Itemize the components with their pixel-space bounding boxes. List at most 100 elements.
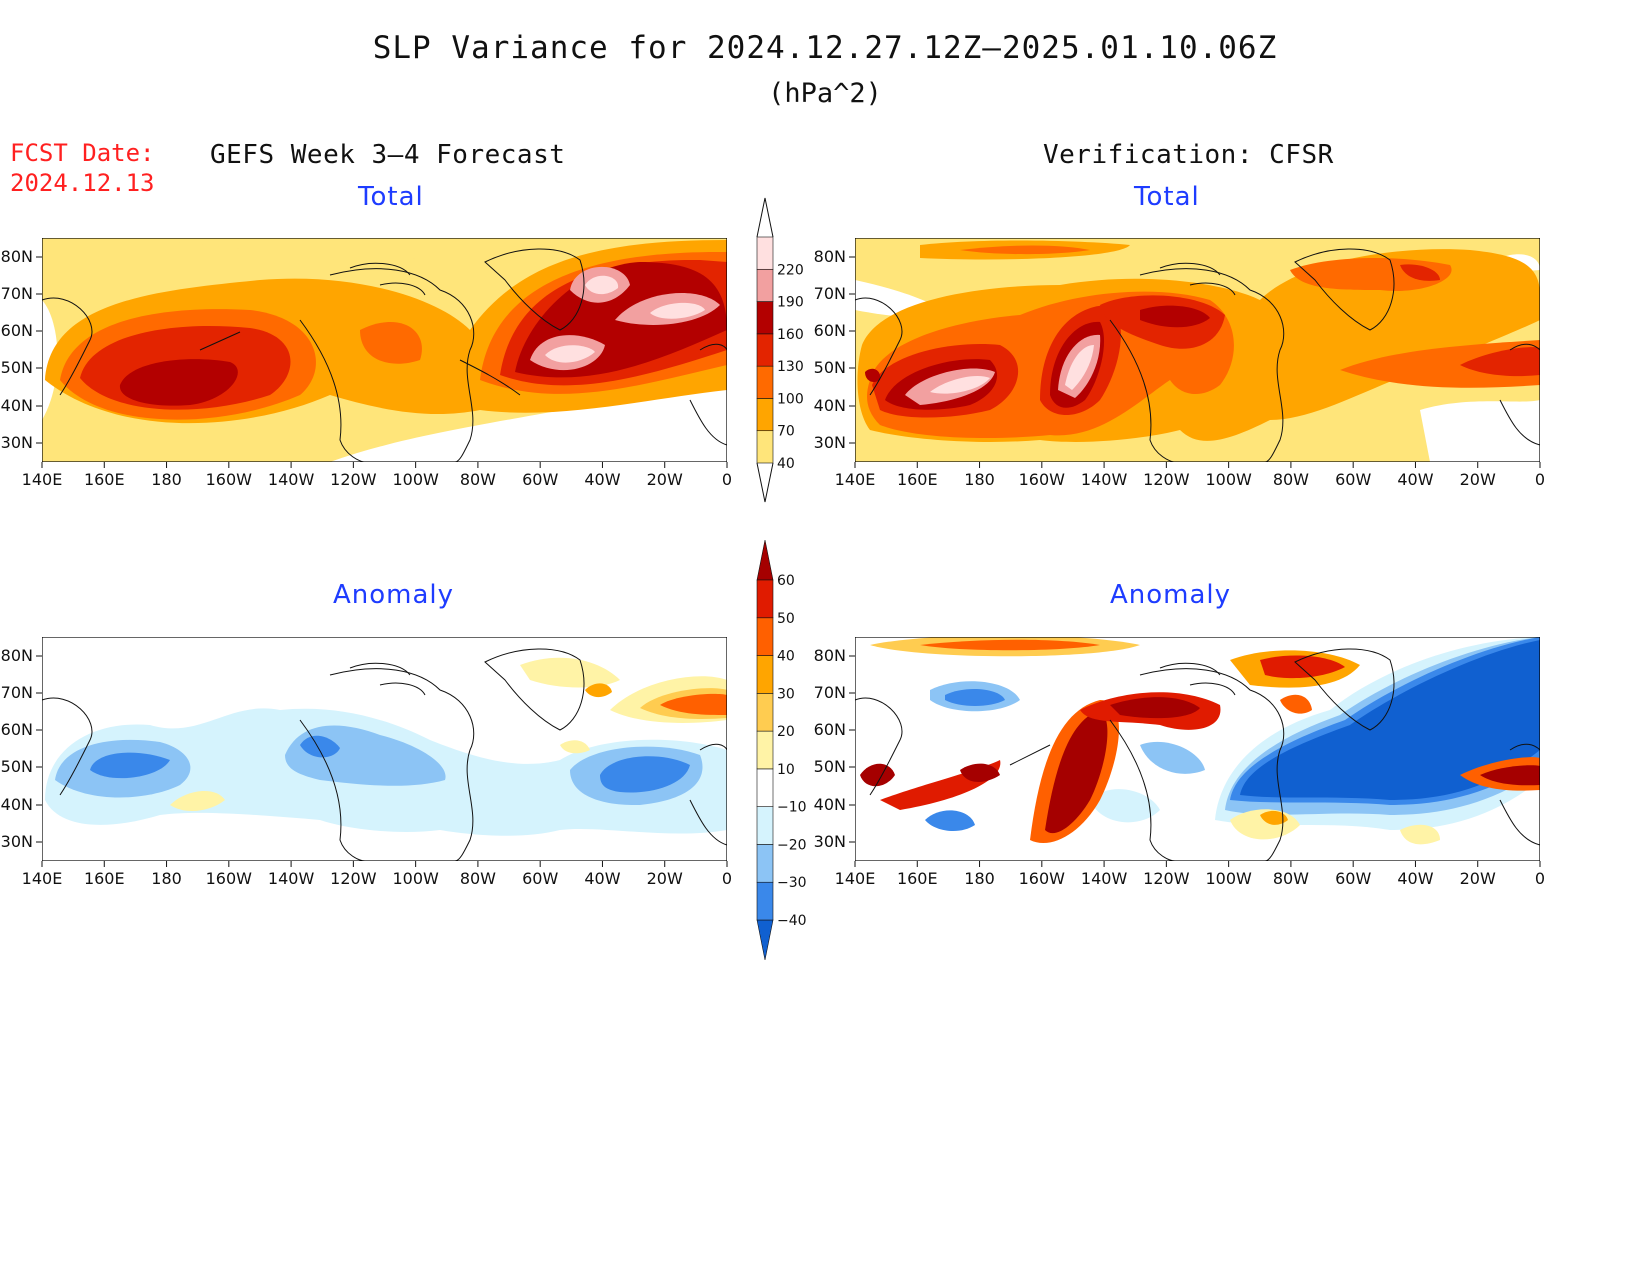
colorbar-anomaly-swatch xyxy=(756,881,774,921)
colorbar-anomaly-label: 60 xyxy=(777,573,795,589)
chart-title: SLP Variance for 2024.12.27.12Z–2025.01.… xyxy=(372,30,1278,66)
colorbar-anomaly-swatch xyxy=(756,806,774,845)
colorbar-anomaly-label: 10 xyxy=(777,762,795,778)
colorbar-anomaly-swatch xyxy=(756,768,774,807)
lon-label: 100W xyxy=(1205,869,1252,888)
lat-label: 50N xyxy=(1,757,33,776)
lon-label: 80W xyxy=(460,470,496,489)
lon-label: 0 xyxy=(1535,869,1545,888)
colorbar-total-swatch xyxy=(756,333,774,367)
lon-label: 140E xyxy=(22,470,63,489)
lon-label: 40W xyxy=(1397,869,1433,888)
lon-label: 140W xyxy=(268,470,315,489)
lat-label: 40N xyxy=(814,795,846,814)
panel-title-forecast-anomaly: Anomaly xyxy=(333,580,455,610)
lon-label: 100W xyxy=(1205,470,1252,489)
colorbar-total: 40 70 100 130 160 190 220 xyxy=(756,197,804,503)
lat-label: 80N xyxy=(814,646,846,665)
colorbar-total-swatch xyxy=(756,301,774,335)
lon-label: 180 xyxy=(151,869,182,888)
lon-label: 160W xyxy=(1019,470,1066,489)
lon-label: 20W xyxy=(1460,869,1496,888)
colorbar-total-swatch xyxy=(756,236,774,270)
lon-label: 160E xyxy=(84,470,125,489)
colorbar-anomaly-label: 40 xyxy=(777,649,795,665)
lat-label: 80N xyxy=(1,646,33,665)
lon-label: 40W xyxy=(584,470,620,489)
colorbar-anomaly-label: 50 xyxy=(777,611,795,627)
colorbar-anomaly-label: −20 xyxy=(777,837,807,853)
lat-label: 30N xyxy=(814,832,846,851)
colorbar-total-swatch xyxy=(756,365,774,399)
lon-label: 180 xyxy=(151,470,182,489)
lat-label: 40N xyxy=(814,396,846,415)
panel-title-verification-total: Total xyxy=(1134,182,1200,212)
lon-label: 40W xyxy=(584,869,620,888)
lon-label: 160E xyxy=(84,869,125,888)
verification-column-title: Verification: CFSR xyxy=(1043,140,1334,170)
lat-label: 30N xyxy=(814,433,846,452)
colorbar-total-label: 100 xyxy=(777,391,804,407)
colorbar-anomaly-label: 30 xyxy=(777,686,795,702)
lon-label: 20W xyxy=(647,470,683,489)
lon-label: 60W xyxy=(522,470,558,489)
forecast-date-label: FCST Date: xyxy=(10,139,155,167)
colorbar-anomaly-label: −30 xyxy=(777,875,807,891)
colorbar-anomaly-label: −10 xyxy=(777,800,807,816)
colorbar-total-label: 220 xyxy=(777,262,804,278)
lon-label: 100W xyxy=(392,869,439,888)
colorbar-total-label: 190 xyxy=(777,295,804,311)
lat-label: 70N xyxy=(1,284,33,303)
colorbar-anomaly-swatch xyxy=(756,693,774,732)
lat-label: 40N xyxy=(1,396,33,415)
lon-label: 120W xyxy=(330,869,377,888)
forecast-column-title: GEFS Week 3–4 Forecast xyxy=(210,140,566,170)
lat-label: 60N xyxy=(1,720,33,739)
colorbar-anomaly: −40 −30 −20 −10 10 20 30 40 50 60 xyxy=(756,539,807,961)
colorbar-anomaly-swatch xyxy=(756,617,774,656)
lon-label: 140W xyxy=(1081,470,1128,489)
colorbar-anomaly-label: 20 xyxy=(777,724,795,740)
lon-label: 0 xyxy=(722,869,732,888)
lon-label: 0 xyxy=(722,470,732,489)
colorbar-anomaly-swatch xyxy=(756,919,774,961)
lon-label: 160E xyxy=(897,869,938,888)
colorbar-total-swatch xyxy=(756,430,774,464)
lat-label: 70N xyxy=(814,284,846,303)
lat-label: 50N xyxy=(814,757,846,776)
lat-label: 80N xyxy=(1,247,33,266)
lon-label: 120W xyxy=(330,470,377,489)
lon-label: 20W xyxy=(1460,470,1496,489)
lon-label: 100W xyxy=(392,470,439,489)
colorbar-anomaly-swatch xyxy=(756,844,774,883)
lon-label: 60W xyxy=(1335,869,1371,888)
lon-label: 180 xyxy=(964,869,995,888)
lat-label: 30N xyxy=(1,832,33,851)
lon-label: 140W xyxy=(1081,869,1128,888)
colorbar-anomaly-swatch xyxy=(756,730,774,770)
axes-labels: 80N 70N 60N 50N 40N 30N 140E 160E 180 160W 140W 120… xyxy=(1,247,1545,888)
colorbar-anomaly-swatch xyxy=(756,579,774,619)
lat-label: 60N xyxy=(814,720,846,739)
lon-label: 160E xyxy=(897,470,938,489)
lon-label: 160W xyxy=(206,869,253,888)
panel-title-forecast-total: Total xyxy=(358,182,424,212)
colorbar-anomaly-label: −40 xyxy=(777,913,807,929)
lon-label: 60W xyxy=(522,869,558,888)
map-verification-total xyxy=(855,238,1540,462)
lat-label: 60N xyxy=(814,321,846,340)
lon-label: 180 xyxy=(964,470,995,489)
lat-label: 40N xyxy=(1,795,33,814)
lat-label: 70N xyxy=(814,683,846,702)
lon-label: 0 xyxy=(1535,470,1545,489)
lat-label: 50N xyxy=(814,358,846,377)
lon-label: 20W xyxy=(647,869,683,888)
map-forecast-total xyxy=(42,238,727,462)
lon-label: 80W xyxy=(460,869,496,888)
lon-label: 60W xyxy=(1335,470,1371,489)
colorbar-total-label: 70 xyxy=(777,424,795,440)
lon-label: 160W xyxy=(1019,869,1066,888)
lat-label: 80N xyxy=(814,247,846,266)
colorbar-anomaly-swatch xyxy=(756,539,774,581)
